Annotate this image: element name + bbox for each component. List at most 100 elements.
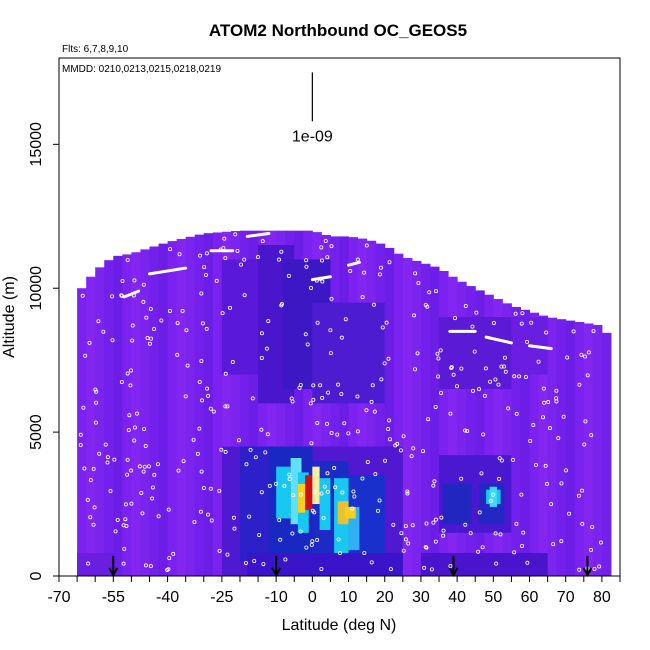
sample-point — [205, 386, 210, 391]
y-tick-label: 15000 — [28, 122, 45, 167]
sample-point — [78, 432, 83, 437]
curtain-column — [529, 312, 540, 576]
field-core — [290, 458, 302, 525]
sample-point — [319, 567, 324, 572]
sample-point — [529, 320, 534, 325]
sample-point — [175, 352, 180, 357]
curtain-column — [384, 247, 395, 576]
sample-point — [239, 262, 244, 267]
curtain-column — [448, 276, 458, 576]
sample-point — [433, 289, 438, 294]
sample-point — [370, 383, 375, 388]
sample-point — [441, 533, 446, 538]
x-tick-label: -70 — [47, 589, 70, 606]
curtain-column — [466, 286, 476, 576]
sample-point — [571, 329, 576, 334]
sample-point — [176, 468, 181, 473]
curtain-column — [574, 322, 585, 576]
field-core — [276, 466, 291, 519]
sample-point — [82, 466, 87, 471]
sample-point — [597, 564, 602, 569]
sample-point — [325, 471, 330, 476]
sample-point — [311, 397, 316, 402]
field-core — [337, 501, 349, 525]
sample-point — [192, 519, 197, 524]
sample-point — [278, 537, 283, 542]
sample-point — [101, 329, 106, 334]
sample-point — [244, 462, 249, 467]
sample-point — [277, 518, 282, 523]
sample-point — [533, 463, 538, 468]
sample-point — [332, 466, 337, 471]
sample-point — [554, 396, 559, 401]
sample-point — [498, 532, 503, 537]
sample-point — [463, 522, 468, 527]
curtain-column — [393, 253, 404, 576]
sample-point — [148, 307, 153, 312]
sample-point — [125, 371, 130, 376]
sample-point — [197, 379, 202, 384]
curtain-column — [484, 294, 494, 576]
sample-point — [513, 311, 518, 316]
sample-point — [250, 396, 255, 401]
sample-point — [541, 386, 546, 391]
sample-point — [225, 404, 230, 409]
sample-point — [386, 356, 391, 361]
sample-point — [92, 505, 97, 510]
sample-point — [242, 257, 247, 262]
sample-point — [463, 303, 468, 308]
sample-point — [410, 523, 415, 528]
curtain-column — [212, 232, 223, 576]
sample-point — [198, 253, 203, 258]
sample-point — [128, 468, 133, 473]
sample-point — [329, 296, 334, 301]
sample-point — [322, 484, 327, 489]
sample-point — [531, 423, 536, 428]
sample-point — [166, 507, 171, 512]
sample-point — [123, 517, 128, 522]
sample-point — [536, 359, 541, 364]
sample-point — [197, 426, 202, 431]
sample-point — [183, 394, 188, 399]
sample-point — [336, 537, 341, 542]
sample-point — [150, 485, 155, 490]
sample-point — [439, 390, 444, 395]
curtain-column — [239, 230, 250, 576]
sample-point — [342, 421, 347, 426]
sample-point — [235, 248, 240, 253]
sample-point — [211, 409, 216, 414]
sample-point — [360, 295, 365, 300]
sample-point — [276, 257, 281, 262]
sample-point — [252, 558, 257, 563]
x-tick-label: 40 — [448, 589, 466, 606]
sample-point — [379, 377, 384, 382]
x-tick-label: 20 — [376, 589, 394, 606]
sample-point — [184, 328, 189, 333]
sample-point — [459, 476, 464, 481]
sample-point — [283, 557, 288, 562]
curtain-column — [221, 231, 232, 576]
sample-point — [127, 413, 132, 418]
sample-point — [424, 521, 429, 526]
sample-point — [203, 272, 208, 277]
sample-point — [286, 273, 291, 278]
sample-point — [433, 539, 438, 544]
x-tick-label: -40 — [156, 589, 179, 606]
sample-point — [546, 400, 551, 405]
sample-point — [319, 258, 324, 263]
x-tick-label: -25 — [210, 589, 233, 606]
sample-point — [209, 518, 214, 523]
field-core — [319, 478, 331, 530]
curtain-column — [167, 241, 178, 576]
field-patch — [77, 552, 114, 576]
sample-point — [519, 492, 524, 497]
sample-point — [326, 390, 331, 395]
sample-point — [348, 269, 353, 274]
sample-point — [134, 411, 139, 416]
sample-point — [208, 486, 213, 491]
sample-point — [321, 516, 326, 521]
sample-point — [105, 460, 110, 465]
sample-point — [343, 317, 348, 322]
field-patch — [312, 302, 385, 404]
sample-point — [463, 428, 468, 433]
